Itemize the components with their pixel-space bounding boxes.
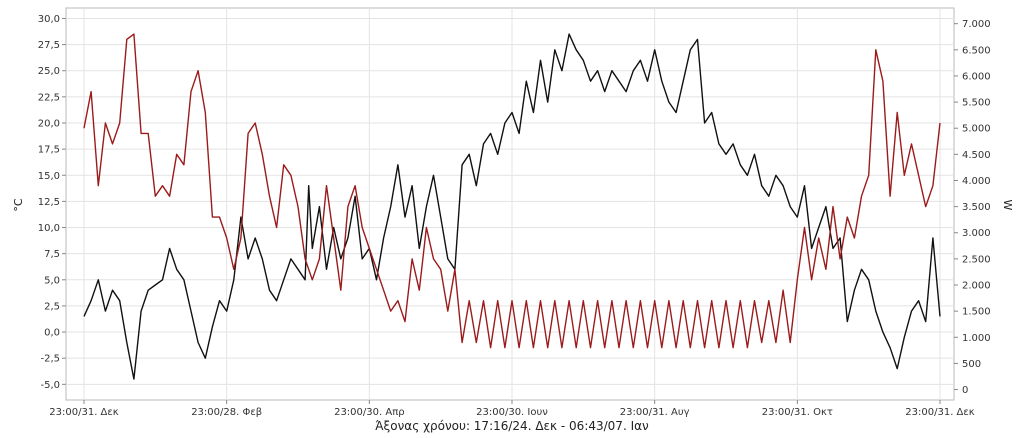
right-tick-label: 1.500 — [962, 307, 991, 318]
left-axis-ticks: -5,0 -2,5 0,0 2,5 5,0 7,5 10,0 12,5 15,0 17,5 20,0… — [38, 14, 66, 391]
right-axis-label: W — [1001, 200, 1014, 211]
x-tick-label: 23:00/31. Οκτ — [762, 407, 833, 418]
right-tick-label: 7.000 — [962, 19, 991, 30]
left-tick-label: 5,0 — [44, 275, 60, 286]
left-tick-label: 0,0 — [44, 328, 60, 339]
series-layer — [83, 33, 941, 380]
right-tick-label: 4.000 — [962, 176, 991, 187]
right-tick-label: 0 — [962, 385, 968, 396]
left-tick-label: -5,0 — [40, 380, 60, 391]
right-tick-label: 6.500 — [962, 45, 991, 56]
left-axis-label: °C — [12, 198, 25, 212]
left-tick-label: 10,0 — [38, 223, 60, 234]
x-tick-label: 23:00/31. Δεκ — [49, 407, 119, 418]
x-axis-caption: Άξονας χρόνου: 17:16/24. Δεκ - 06:43/07.… — [375, 419, 649, 433]
left-tick-label: 30,0 — [38, 14, 60, 25]
left-tick-label: 17,5 — [38, 145, 60, 156]
right-tick-label: 6.000 — [962, 71, 991, 82]
right-tick-label: 2.500 — [962, 254, 991, 265]
right-tick-label: 5.000 — [962, 124, 991, 135]
left-tick-label: 15,0 — [38, 171, 60, 182]
right-axis-ticks: 0 500 1.000 1.500 2.000 2.500 3.000 3.500 4.000 4… — [954, 19, 991, 396]
right-tick-label: 1.000 — [962, 333, 991, 344]
left-tick-label: 22,5 — [38, 92, 60, 103]
left-tick-label: 25,0 — [38, 66, 60, 77]
left-tick-label: 12,5 — [38, 197, 60, 208]
x-tick-label: 23:00/30. Απρ — [334, 407, 404, 418]
grid-lines — [66, 8, 954, 400]
right-tick-label: 3.000 — [962, 228, 991, 239]
series-line-2 — [83, 33, 941, 349]
plot-area — [65, 7, 955, 401]
x-axis-ticks: 23:00/31. Δεκ 23:00/28. Φεβ 23:00/30. Απρ 2… — [49, 400, 975, 418]
left-tick-label: -2,5 — [40, 354, 60, 365]
left-tick-label: 20,0 — [38, 118, 60, 129]
right-tick-label: 4.500 — [962, 150, 991, 161]
right-tick-label: 2.000 — [962, 281, 991, 292]
x-tick-label: 23:00/31. Αυγ — [620, 407, 690, 418]
right-tick-label: 3.500 — [962, 202, 991, 213]
left-tick-label: 7,5 — [44, 249, 60, 260]
x-tick-label: 23:00/28. Φεβ — [191, 407, 262, 418]
right-tick-label: 5.500 — [962, 98, 991, 109]
x-tick-label: 23:00/31. Δεκ — [905, 407, 975, 418]
right-tick-label: 500 — [962, 359, 981, 370]
left-tick-label: 2,5 — [44, 301, 60, 312]
x-tick-label: 23:00/30. Ιουν — [476, 407, 548, 418]
series-line-1 — [83, 33, 941, 380]
left-tick-label: 27,5 — [38, 40, 60, 51]
